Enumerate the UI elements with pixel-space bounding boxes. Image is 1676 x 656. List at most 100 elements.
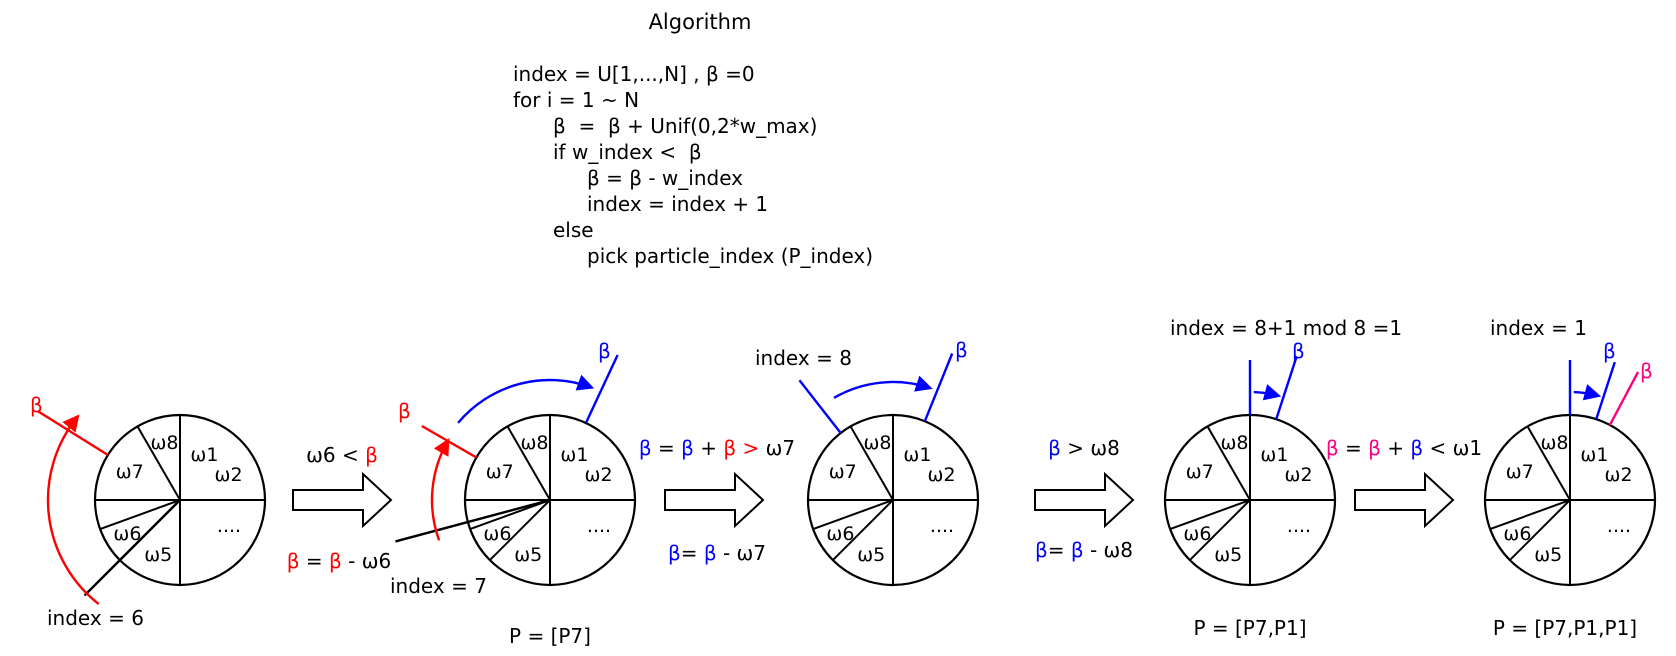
- slice-label: ω2: [1605, 464, 1633, 486]
- transition-1-update: β = β - ω6: [287, 549, 391, 573]
- index-label: index = 8+1 mod 8 =1: [1170, 316, 1402, 340]
- slice-divider: [489, 499, 551, 561]
- slice-label: ω2: [928, 464, 956, 486]
- transition-1-condition: ω6 < β: [306, 443, 378, 467]
- transition-3-condition: β > ω8: [1048, 436, 1120, 460]
- slice-divider: [1509, 499, 1571, 561]
- slice-label: ω6: [483, 523, 511, 545]
- particle-list: P = [P7]: [509, 624, 591, 648]
- slice-label: ω1: [1580, 444, 1608, 466]
- slice-label: ω5: [1534, 544, 1562, 566]
- beta-label-red: β: [398, 399, 411, 423]
- beta-pointer-blue: [1275, 356, 1298, 420]
- slice-divider: [99, 499, 181, 531]
- algorithm-block: Algorithm index = U[1,...,N] , β =0 for …: [0, 0, 1676, 300]
- slice-label: ω6: [1503, 523, 1531, 545]
- slice-divider: [1169, 499, 1251, 531]
- slice-label: ω5: [1214, 544, 1242, 566]
- algo-line-beta-update: β = β + Unif(0,2*w_max): [553, 114, 818, 138]
- slice-label: ω8: [150, 432, 178, 454]
- transition-arrow-4: [1354, 471, 1455, 529]
- slice-label: ω1: [190, 444, 218, 466]
- slice-label: ....: [1607, 515, 1631, 537]
- slice-label: ω8: [1540, 432, 1568, 454]
- transition-arrow-3: [1034, 471, 1135, 529]
- slice-label: ω7: [1506, 461, 1534, 483]
- slice-label: ω2: [585, 464, 613, 486]
- transition-4-update: β = β + β < ω1: [1326, 436, 1482, 460]
- slice-label: ω8: [520, 432, 548, 454]
- slice-label: ω5: [514, 544, 542, 566]
- slice-label: ω7: [1186, 461, 1214, 483]
- particle-list: P = [P7,P1]: [1193, 616, 1306, 640]
- beta-arc-arrow: [46, 414, 100, 605]
- beta-pointer-blue: [584, 354, 619, 424]
- slice-label: ω7: [829, 461, 857, 483]
- algo-line-if: if w_index < β: [553, 140, 702, 164]
- slice-divider: [1189, 499, 1251, 561]
- transition-2-update: β = β + β > ω7: [639, 436, 795, 460]
- beta-label-magenta: β: [1640, 359, 1653, 383]
- beta-arc-arrow-blue: [833, 375, 933, 399]
- beta-label-blue: β: [955, 338, 968, 362]
- index-pointer: [83, 499, 181, 597]
- beta-label-blue: β: [1292, 339, 1305, 363]
- slice-divider: [832, 499, 894, 561]
- index-label: index = 6: [47, 606, 144, 630]
- particle-list: P = [P7,P1,P1]: [1493, 616, 1637, 640]
- index-pointer: [395, 498, 551, 543]
- slice-label: ω2: [215, 464, 243, 486]
- beta-pointer-magenta: [1608, 371, 1640, 426]
- transition-2-update-sub: β= β - ω7: [668, 541, 766, 565]
- slice-divider: [1206, 425, 1251, 501]
- transition-arrow-2: [664, 471, 765, 529]
- slice-label: ω6: [113, 523, 141, 545]
- slice-divider: [469, 499, 551, 531]
- beta-pointer-red: [421, 424, 477, 459]
- slice-label: ω6: [826, 523, 854, 545]
- transition-arrow-1: [292, 471, 393, 529]
- slice-label: ω2: [1285, 464, 1313, 486]
- slice-label: ω7: [116, 461, 144, 483]
- index-label: index = 7: [390, 574, 487, 598]
- slice-divider: [506, 425, 551, 501]
- slice-label: ....: [930, 515, 954, 537]
- transition-3-update: β= β - ω8: [1035, 538, 1133, 562]
- slice-label: ω1: [903, 444, 931, 466]
- beta-label-blue: β: [598, 339, 611, 363]
- slice-label: ω8: [1220, 432, 1248, 454]
- slice-label: ω5: [144, 544, 172, 566]
- slice-divider: [812, 499, 894, 531]
- slice-label: ω5: [857, 544, 885, 566]
- algo-line-beta-subtract: β = β - w_index: [587, 166, 744, 190]
- slice-label: ....: [587, 515, 611, 537]
- slice-label: ω8: [863, 432, 891, 454]
- beta-arc-arrow-red: [430, 438, 450, 541]
- index-label: index = 8: [755, 346, 852, 370]
- algo-line-for: for i = 1 ~ N: [513, 88, 640, 112]
- slice-label: ω6: [1183, 523, 1211, 545]
- algo-line-pick: pick particle_index (P_index): [587, 244, 874, 268]
- beta-arc-arrow-blue: [1573, 384, 1602, 401]
- slice-label: ω1: [560, 444, 588, 466]
- beta-pointer-blue: [1595, 361, 1616, 420]
- algo-line-index-increment: index = index + 1: [587, 192, 769, 216]
- beta-label-blue: β: [1603, 339, 1616, 363]
- slice-divider: [849, 425, 894, 501]
- slice-divider: [136, 425, 181, 501]
- beta-pointer: [36, 409, 109, 456]
- index-pointer-blue: [798, 379, 842, 434]
- slice-label: ....: [217, 515, 241, 537]
- index-label: index = 1: [1490, 316, 1587, 340]
- slice-divider: [1526, 425, 1571, 501]
- slice-label: ω1: [1260, 444, 1288, 466]
- algo-line-init: index = U[1,...,N] , β =0: [513, 62, 755, 86]
- algo-line-else: else: [553, 218, 594, 242]
- slice-divider: [1489, 499, 1571, 531]
- beta-arc-arrow-blue: [1253, 384, 1282, 401]
- beta-label: β: [30, 393, 43, 417]
